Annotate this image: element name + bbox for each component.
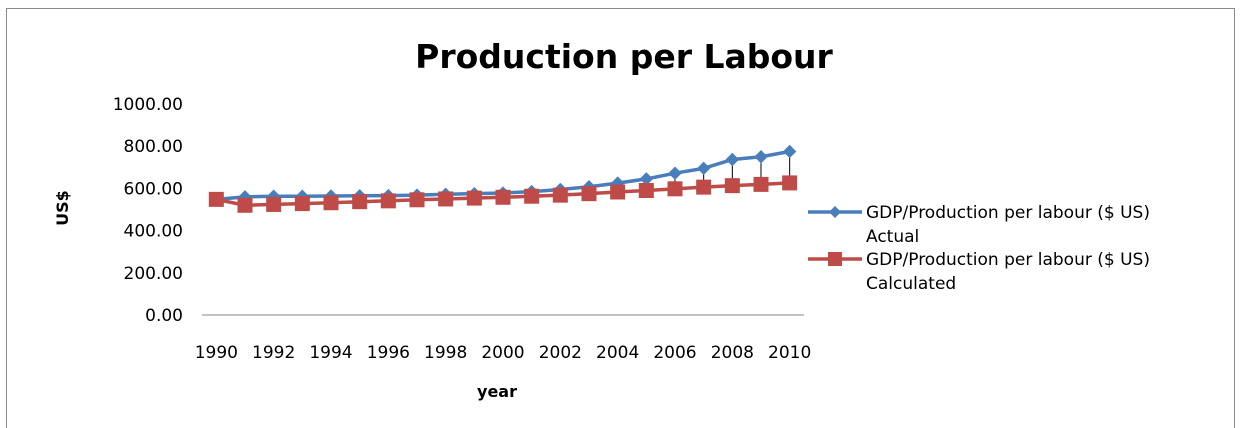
data-point-diamond [725,152,740,167]
data-point-square [466,190,482,206]
legend-label: GDP/Production per labour ($ US) [866,203,1150,223]
data-point-diamond [754,150,768,164]
data-point-square [352,194,368,210]
y-tick-label: 400.00 [124,222,183,242]
x-tick-label: 2004 [596,343,639,363]
chart-frame [6,8,1235,428]
data-point-square [495,189,511,205]
y-tick-label: 0.00 [145,306,183,326]
data-point-square [610,184,626,200]
data-point-square [552,187,568,203]
legend-marker-square [828,252,842,266]
data-point-square [294,196,310,212]
y-tick-label: 800.00 [124,137,183,157]
data-point-diamond [668,166,682,180]
data-point-square [524,188,540,204]
y-axis-ticks: 0.00 200.00 400.00 600.00 800.00 1000.00 [113,95,183,326]
x-tick-label: 2000 [481,343,524,363]
data-point-diamond [696,161,711,176]
x-tick-label: 2010 [768,343,811,363]
x-tick-label: 1990 [195,343,238,363]
y-tick-label: 600.00 [124,179,183,199]
x-tick-label: 1992 [252,343,295,363]
data-point-square [753,176,769,192]
data-point-diamond [782,144,797,159]
data-point-square [237,197,253,213]
x-axis-ticks: 1990 1992 1994 1996 1998 2000 2002 2004 2006 2008… [195,343,812,363]
data-point-square [438,191,454,207]
data-point-square [724,178,740,194]
legend-label: Actual [866,227,919,247]
x-axis-title: year [477,382,517,401]
y-tick-label: 200.00 [124,264,183,284]
data-point-square [638,183,654,199]
series-layer [208,144,798,213]
legend-label: Calculated [866,274,956,294]
data-point-square [696,179,712,195]
x-tick-label: 2008 [711,343,754,363]
data-point-square [266,196,282,212]
x-tick-label: 1998 [424,343,467,363]
data-point-square [380,193,396,209]
data-point-square [323,195,339,211]
y-tick-label: 1000.00 [113,95,183,115]
x-tick-label: 1994 [309,343,352,363]
data-point-square [667,181,683,197]
chart-title: Production per Labour [415,37,833,76]
x-tick-label: 2006 [653,343,696,363]
data-point-square [782,175,798,191]
legend: GDP/Production per labour ($ US) Actual GD… [808,203,1150,294]
data-point-square [409,192,425,208]
y-axis-title: US$ [53,190,72,226]
x-tick-label: 2002 [539,343,582,363]
x-tick-label: 1996 [367,343,410,363]
data-point-square [208,191,224,207]
data-point-square [581,186,597,202]
legend-label: GDP/Production per labour ($ US) [866,250,1150,270]
legend-marker-diamond [829,206,841,218]
